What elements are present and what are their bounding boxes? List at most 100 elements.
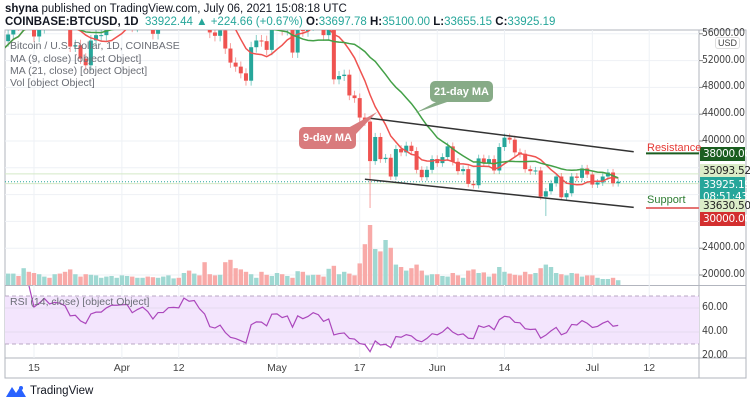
candle-body bbox=[228, 48, 233, 63]
legend-rsi[interactable]: RSI (14, close) [object Object] bbox=[10, 296, 150, 308]
candle-body bbox=[141, 13, 145, 19]
candle-body bbox=[316, 14, 320, 19]
candle-body bbox=[533, 170, 538, 172]
volume-bar bbox=[295, 271, 300, 285]
publisher-name[interactable]: shyna bbox=[5, 3, 39, 15]
volume-bar bbox=[264, 274, 269, 285]
volume-bar bbox=[21, 268, 26, 285]
volume-bar bbox=[336, 274, 342, 285]
legend-ma9[interactable]: MA (9, close) [object Object] bbox=[10, 53, 142, 65]
candle-body bbox=[497, 147, 502, 171]
ohlc-header: COINBASE:BTCUSD, 1D 33922.44 ▲ +224.66 (… bbox=[5, 16, 555, 28]
up-arrow-icon: ▲ bbox=[196, 16, 208, 28]
candles bbox=[6, 0, 621, 217]
price-tick-label: 24000.00 bbox=[702, 241, 745, 254]
currency-button[interactable]: USD bbox=[715, 37, 741, 49]
volume-bar bbox=[616, 280, 621, 285]
volume-bar bbox=[166, 275, 171, 285]
close-label: C: bbox=[495, 16, 508, 28]
candle-body bbox=[559, 176, 564, 198]
high-line-badge: 35093.52 bbox=[700, 164, 750, 178]
candle-body bbox=[182, 0, 186, 8]
candle-body bbox=[409, 145, 414, 152]
volume-bar bbox=[486, 276, 492, 285]
volume-bar bbox=[114, 277, 119, 285]
candle-body bbox=[388, 157, 393, 177]
legend-vol[interactable]: Vol [object Object] bbox=[10, 77, 95, 89]
close-value: 33925.19 bbox=[507, 16, 556, 28]
candle-body bbox=[233, 62, 238, 67]
candle-body bbox=[238, 66, 243, 74]
volume-bar bbox=[342, 271, 347, 285]
volume-bar bbox=[522, 271, 528, 285]
candle-body bbox=[212, 32, 217, 36]
candle-body bbox=[435, 159, 440, 164]
rsi-line bbox=[28, 286, 619, 353]
volume-bar bbox=[424, 275, 430, 285]
volume-bar bbox=[455, 275, 461, 285]
candle-body bbox=[455, 161, 460, 172]
candle-body bbox=[177, 8, 181, 9]
volume-bar bbox=[119, 275, 125, 285]
candle-body bbox=[264, 41, 269, 50]
candle-body bbox=[476, 158, 481, 186]
volume-bar bbox=[460, 277, 466, 285]
candle-body bbox=[249, 47, 254, 81]
volume-bar bbox=[352, 275, 357, 285]
legend-ma21[interactable]: MA (21, close) [object Object] bbox=[10, 65, 148, 77]
channel-lower-line bbox=[364, 178, 634, 209]
volume-bar bbox=[316, 274, 321, 285]
volume-bar bbox=[274, 273, 280, 285]
volume-bar bbox=[564, 275, 569, 285]
volume-bar bbox=[440, 276, 445, 285]
volume-bar bbox=[186, 270, 192, 285]
candle-body bbox=[37, 30, 42, 37]
candle-body bbox=[300, 30, 305, 32]
candle-body bbox=[243, 73, 248, 81]
candle-body bbox=[337, 76, 342, 80]
volume-bar bbox=[404, 270, 409, 285]
high-value: 35100.00 bbox=[382, 16, 431, 28]
price-tick-label: 52000.00 bbox=[702, 53, 745, 66]
candle-body bbox=[445, 146, 450, 158]
volume-bar bbox=[279, 274, 285, 285]
volume-bar bbox=[124, 276, 130, 285]
candle-body bbox=[471, 183, 476, 186]
time-tick-label: May bbox=[267, 362, 287, 374]
volume-bar bbox=[383, 240, 388, 285]
volume-bar bbox=[52, 274, 57, 285]
time-tick-label: 14 bbox=[498, 362, 511, 374]
volume-bar bbox=[5, 273, 6, 285]
volume-bar bbox=[528, 274, 533, 285]
resistance-label: Resistance bbox=[647, 142, 702, 154]
volume-bars bbox=[5, 225, 621, 285]
candle-body bbox=[88, 40, 93, 66]
channel-upper-line bbox=[369, 117, 634, 153]
volume-bar bbox=[93, 275, 99, 285]
volume-bar bbox=[269, 276, 275, 285]
candle-body bbox=[172, 8, 176, 9]
low-label: L: bbox=[433, 16, 445, 28]
candle-body bbox=[383, 157, 388, 160]
tradingview-logo-icon bbox=[6, 386, 26, 397]
candle-body bbox=[150, 30, 155, 34]
volume-bar bbox=[595, 277, 600, 285]
tradingview-logo[interactable]: TradingView bbox=[6, 385, 93, 397]
candle-body bbox=[528, 169, 533, 172]
price-change: +224.66 (+0.67%) bbox=[210, 16, 303, 28]
volume-bar bbox=[600, 279, 605, 285]
candle-body bbox=[218, 30, 223, 36]
candle-body bbox=[414, 151, 419, 170]
candle-body bbox=[373, 136, 378, 162]
candle-body bbox=[605, 172, 610, 177]
candle-body bbox=[207, 30, 212, 33]
volume-bar bbox=[502, 271, 507, 285]
candle-body bbox=[590, 174, 595, 185]
volume-bar bbox=[233, 268, 238, 285]
volume-bar bbox=[67, 269, 73, 285]
candle-body bbox=[549, 183, 553, 192]
candle-body bbox=[99, 35, 104, 37]
volume-bar bbox=[497, 267, 502, 285]
candle-body bbox=[466, 169, 471, 184]
